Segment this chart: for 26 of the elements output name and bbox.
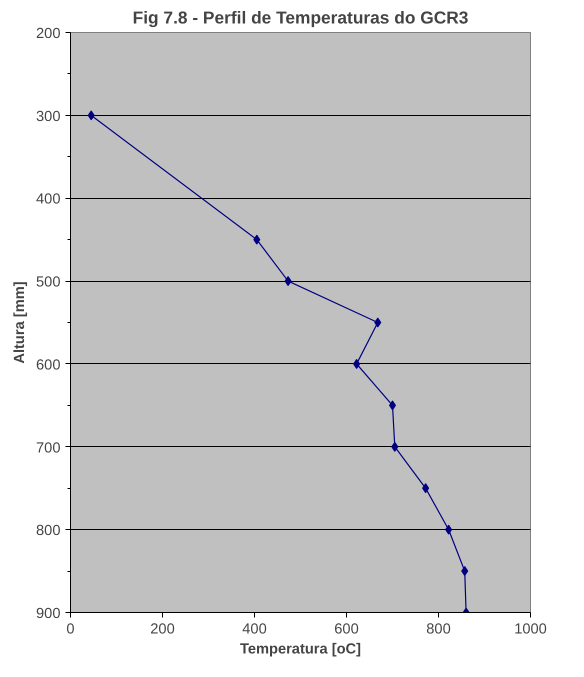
x-tick-label: 1000 — [514, 622, 547, 638]
point — [374, 318, 382, 328]
x-tick-label: 800 — [426, 622, 451, 638]
point — [284, 276, 292, 286]
y-tick-label: 600 — [36, 357, 61, 374]
chart-title: Fig 7.8 - Perfil de Temperaturas do GCR3 — [132, 8, 469, 28]
point — [445, 524, 452, 535]
x-tick-label: 0 — [66, 622, 75, 638]
point — [391, 442, 398, 452]
y-tick-label: 400 — [36, 192, 61, 208]
point — [422, 483, 430, 494]
y-tick-label: 300 — [36, 108, 61, 125]
point — [88, 110, 95, 120]
x-tick-label: 400 — [242, 622, 267, 638]
y-tick-label: 900 — [36, 606, 61, 622]
x-tick-label: 200 — [150, 622, 175, 638]
y-tick-label: 800 — [36, 523, 61, 540]
y-tick-label: 700 — [36, 440, 61, 456]
point — [253, 234, 260, 245]
x-axis-title: Temperatura [oC] — [240, 642, 362, 658]
point — [461, 566, 468, 576]
y-axis-title: Altura [mm] — [12, 281, 28, 364]
y-tick-label: 500 — [36, 274, 61, 291]
y-tick-label: 200 — [36, 26, 61, 42]
x-tick-label: 600 — [334, 622, 359, 638]
point — [353, 358, 360, 369]
